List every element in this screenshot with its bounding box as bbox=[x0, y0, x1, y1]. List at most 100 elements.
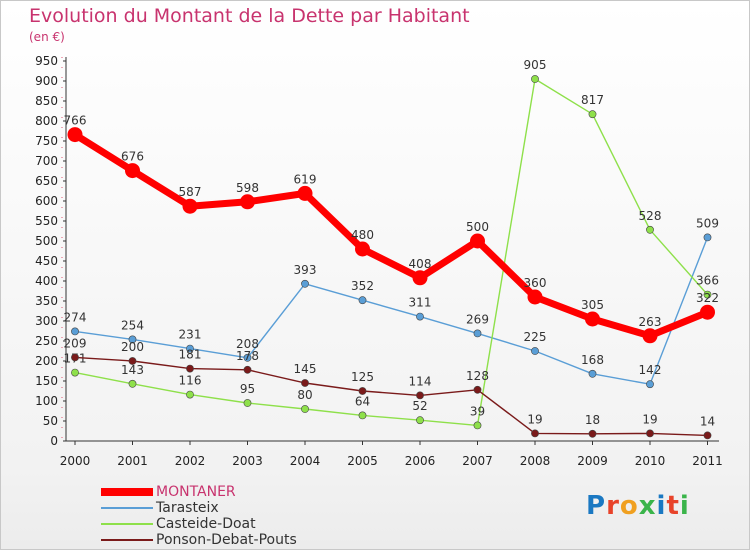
logo-letter: i bbox=[679, 491, 690, 521]
series-line-casteide-doat bbox=[74, 78, 709, 427]
y-tick-label: 950 bbox=[35, 54, 58, 68]
x-tick-label: 2003 bbox=[232, 454, 263, 468]
y-tick-label: 700 bbox=[35, 154, 58, 168]
data-label-montaner: 480 bbox=[351, 228, 374, 242]
data-point-casteide-doat bbox=[473, 421, 482, 430]
data-label-ponson-debat-pouts: 14 bbox=[700, 414, 715, 428]
y-tick-label: 900 bbox=[35, 74, 58, 88]
logo-letter: i bbox=[656, 491, 667, 521]
data-label-montaner: 619 bbox=[294, 172, 317, 186]
data-point-montaner bbox=[355, 241, 370, 257]
y-tick-label: 150 bbox=[35, 374, 58, 388]
data-point-casteide-doat bbox=[416, 416, 424, 425]
series-line-tarasteix bbox=[74, 236, 709, 385]
data-label-ponson-debat-pouts: 18 bbox=[585, 413, 600, 427]
data-point-tarasteix bbox=[531, 347, 539, 355]
data-point-ponson-debat-pouts bbox=[416, 391, 424, 400]
data-label-ponson-debat-pouts: 114 bbox=[409, 374, 432, 388]
y-tick-label: 0 bbox=[50, 434, 58, 448]
data-point-tarasteix bbox=[243, 353, 252, 362]
data-point-ponson-debat-pouts bbox=[703, 431, 712, 440]
legend-label: Casteide-Doat bbox=[156, 516, 256, 532]
data-label-montaner: 500 bbox=[466, 220, 489, 234]
data-label-montaner: 408 bbox=[409, 257, 432, 271]
data-point-tarasteix bbox=[71, 327, 79, 336]
data-point-montaner bbox=[642, 328, 658, 344]
data-label-tarasteix: 393 bbox=[294, 263, 317, 277]
data-point-montaner bbox=[585, 311, 600, 327]
data-point-casteide-doat bbox=[531, 75, 539, 83]
y-tick-label: 500 bbox=[35, 234, 58, 248]
legend-swatch bbox=[101, 488, 153, 496]
data-label-casteide-doat: 528 bbox=[639, 209, 662, 223]
data-point-casteide-doat bbox=[71, 368, 79, 377]
x-tick-label: 2007 bbox=[462, 454, 493, 468]
unit-label: (en €) bbox=[29, 30, 65, 44]
data-point-montaner bbox=[297, 185, 313, 201]
data-point-casteide-doat bbox=[358, 411, 367, 420]
data-point-tarasteix bbox=[358, 296, 367, 305]
data-point-ponson-debat-pouts bbox=[358, 387, 367, 395]
data-point-tarasteix bbox=[646, 380, 654, 389]
legend-label: MONTANER bbox=[156, 484, 236, 500]
legend-swatch bbox=[101, 539, 153, 541]
legend-swatch bbox=[101, 507, 153, 509]
x-tick-label: 2006 bbox=[405, 454, 436, 468]
data-point-montaner bbox=[67, 127, 83, 143]
data-label-montaner: 676 bbox=[121, 150, 144, 164]
data-label-ponson-debat-pouts: 125 bbox=[351, 370, 374, 384]
y-tick-label: 200 bbox=[35, 354, 58, 368]
logo-letter: x bbox=[638, 491, 657, 521]
y-tick-label: 450 bbox=[35, 254, 58, 268]
data-label-tarasteix: 168 bbox=[581, 353, 604, 367]
legend-label: Tarasteix bbox=[156, 500, 219, 516]
data-label-montaner: 322 bbox=[696, 291, 719, 305]
data-label-ponson-debat-pouts: 19 bbox=[642, 412, 657, 426]
data-label-tarasteix: 269 bbox=[466, 312, 489, 326]
data-point-ponson-debat-pouts bbox=[71, 353, 79, 362]
data-point-casteide-doat bbox=[646, 225, 654, 234]
data-point-montaner bbox=[470, 233, 485, 249]
x-tick-label: 2002 bbox=[175, 454, 206, 468]
data-point-casteide-doat bbox=[243, 399, 252, 407]
data-label-tarasteix: 274 bbox=[64, 310, 87, 324]
series-line-ponson-debat-pouts bbox=[74, 356, 709, 437]
data-point-montaner bbox=[182, 198, 198, 214]
data-label-montaner: 598 bbox=[236, 181, 259, 195]
y-tick-label: 550 bbox=[35, 214, 58, 228]
x-tick-label: 2005 bbox=[347, 454, 378, 468]
data-label-montaner: 360 bbox=[524, 276, 547, 290]
proxiti-logo: Proxiti bbox=[586, 491, 690, 521]
data-point-montaner bbox=[125, 163, 140, 179]
data-point-casteide-doat bbox=[186, 390, 194, 399]
data-label-casteide-doat: 80 bbox=[297, 388, 312, 402]
data-label-tarasteix: 142 bbox=[639, 363, 662, 377]
data-label-tarasteix: 509 bbox=[696, 216, 719, 230]
y-tick-label: 50 bbox=[43, 414, 58, 428]
data-point-ponson-debat-pouts bbox=[531, 429, 539, 438]
data-point-casteide-doat bbox=[703, 290, 712, 299]
data-point-casteide-doat bbox=[128, 379, 137, 388]
data-point-casteide-doat bbox=[588, 110, 597, 119]
legend-swatch bbox=[101, 523, 153, 525]
data-label-tarasteix: 311 bbox=[409, 296, 432, 310]
data-label-casteide-doat: 143 bbox=[121, 363, 144, 377]
data-point-ponson-debat-pouts bbox=[186, 364, 194, 373]
data-point-tarasteix bbox=[128, 335, 137, 344]
y-tick-label: 750 bbox=[35, 134, 58, 148]
data-label-ponson-debat-pouts: 200 bbox=[121, 340, 144, 354]
logo-letter: r bbox=[606, 491, 620, 521]
logo-letter: t bbox=[666, 491, 680, 521]
legend-item: Tarasteix bbox=[101, 500, 219, 516]
y-tick-label: 400 bbox=[35, 274, 58, 288]
data-label-casteide-doat: 116 bbox=[179, 374, 202, 388]
data-point-casteide-doat bbox=[301, 405, 309, 413]
y-tick-label: 300 bbox=[35, 314, 58, 328]
y-tick-label: 250 bbox=[35, 334, 58, 348]
data-label-ponson-debat-pouts: 181 bbox=[179, 348, 202, 362]
x-tick-label: 2010 bbox=[635, 454, 666, 468]
data-point-tarasteix bbox=[473, 329, 482, 338]
y-tick-label: 800 bbox=[35, 114, 58, 128]
legend-label: Ponson-Debat-Pouts bbox=[156, 532, 297, 548]
